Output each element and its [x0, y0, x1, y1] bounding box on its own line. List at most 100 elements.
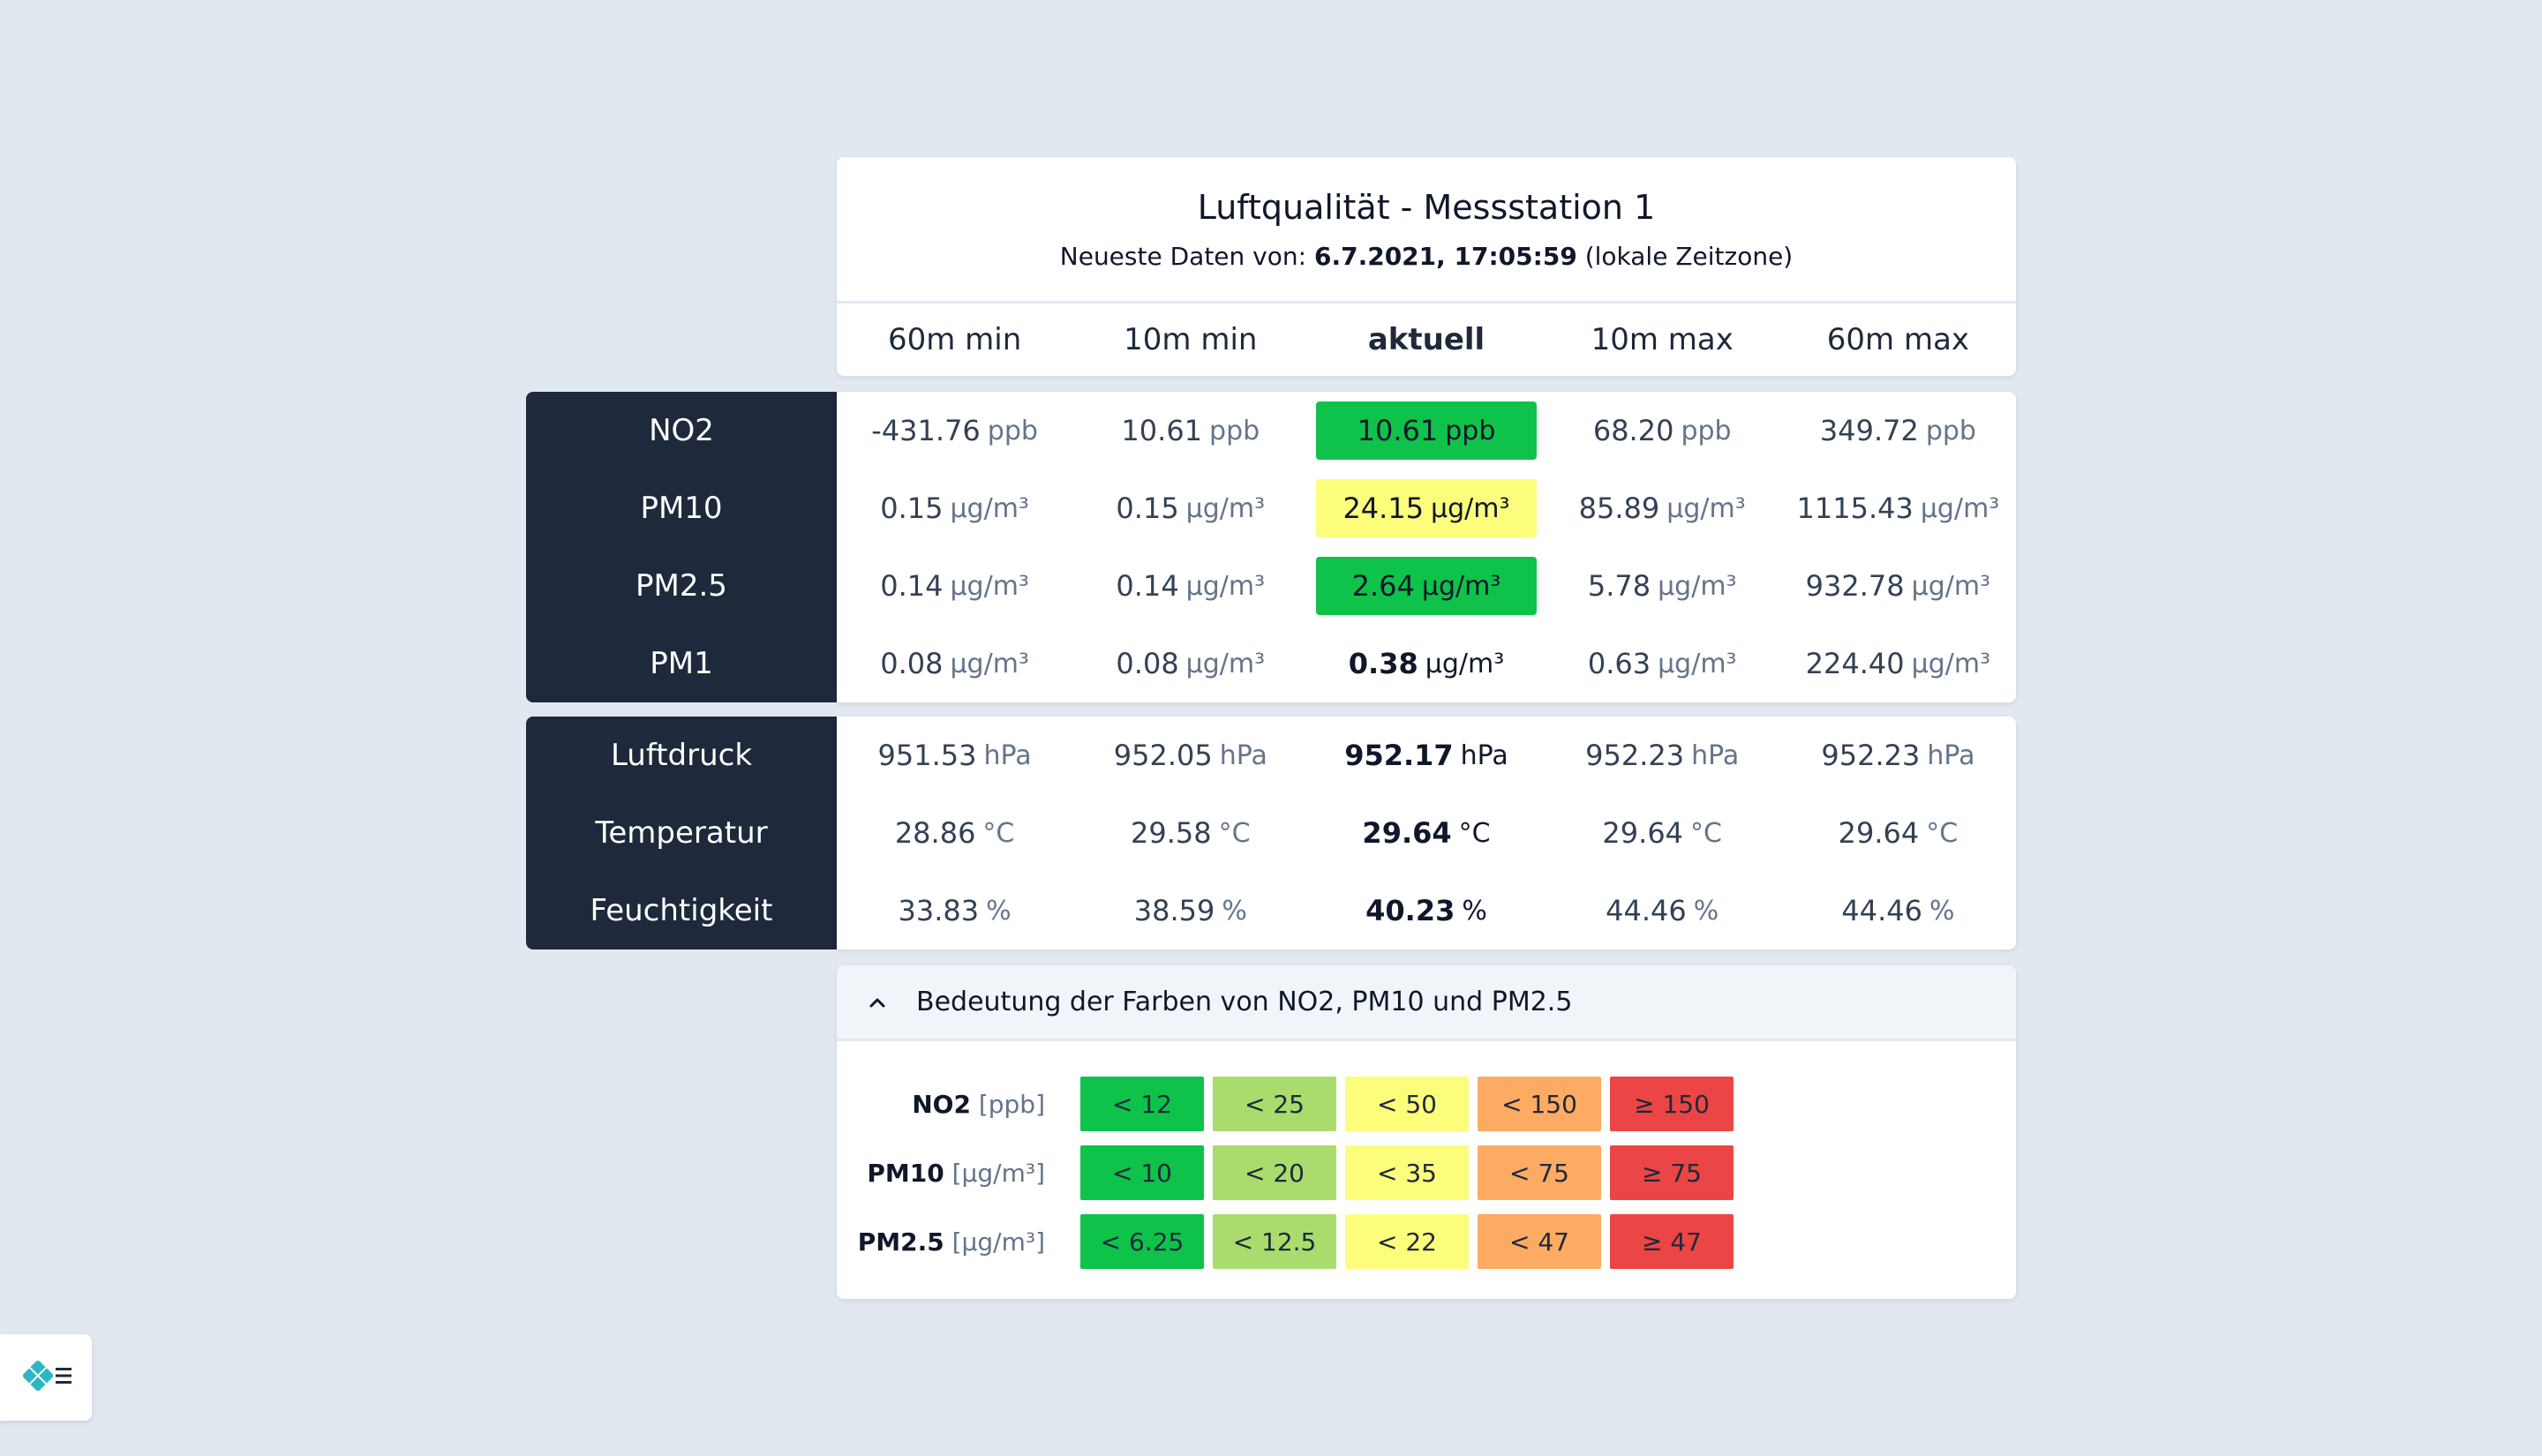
value-number: 1115.43	[1796, 492, 1914, 525]
legend-threshold-chip: < 22	[1345, 1214, 1469, 1269]
legend-threshold-chip: < 150	[1478, 1077, 1601, 1131]
value-unit: µg/m³	[1185, 570, 1266, 602]
legend-toggle-button[interactable]: Bedeutung der Farben von NO2, PM10 und P…	[837, 965, 2016, 1041]
value-number: 0.38	[1348, 647, 1418, 680]
value-cell: 951.53 hPa	[837, 717, 1072, 794]
legend-row: PM2.5 [µg/m³] < 6.25 < 12.5 < 22 < 47 ≥ 47	[837, 1207, 2016, 1276]
air-quality-labels: NO2 PM10 PM2.5 PM1	[526, 392, 837, 702]
value-unit: hPa	[983, 739, 1032, 771]
value-unit: %	[1462, 895, 1487, 927]
value-row: 0.15 µg/m³ 0.15 µg/m³ 24.15 µg/m³ 85.89 µg/m³ 11…	[837, 469, 2016, 547]
value-unit: ppb	[1681, 415, 1732, 447]
value-unit: °C	[1690, 817, 1722, 849]
value-cell: 0.15 µg/m³	[837, 469, 1072, 547]
color-legend-card: Bedeutung der Farben von NO2, PM10 und P…	[837, 965, 2016, 1299]
value-number: 952.23	[1821, 739, 1921, 772]
row-label-pm1: PM1	[650, 646, 713, 681]
value-unit: µg/m³	[1911, 648, 1991, 679]
value-unit: µg/m³	[1911, 570, 1991, 602]
value-number: 349.72	[1819, 414, 1919, 447]
value-cell: 29.58 °C	[1072, 794, 1308, 872]
value-cell: 29.64 °C	[1308, 794, 1544, 872]
value-cell: 40.23%	[1308, 872, 1544, 949]
menu-button[interactable]	[0, 1334, 92, 1421]
value-number: 40.23	[1365, 894, 1455, 927]
value-number: 10.61	[1357, 414, 1439, 447]
value-unit: hPa	[1460, 739, 1508, 771]
legend-pollutant-unit: [ppb]	[978, 1089, 1045, 1119]
column-header-60m-max: 60m max	[1826, 322, 1970, 357]
value-unit: µg/m³	[1658, 648, 1737, 679]
value-number: 952.17	[1344, 739, 1454, 772]
legend-threshold-chip: < 25	[1213, 1077, 1336, 1131]
legend-threshold-chip: < 47	[1478, 1214, 1601, 1269]
subtitle-suffix: (lokale Zeitzone)	[1576, 242, 1794, 271]
value-number: 0.14	[880, 569, 944, 603]
column-headers: 60m min 10m min aktuell 10m max 60m max	[837, 304, 2016, 376]
value-cell: 0.15 µg/m³	[1072, 469, 1308, 547]
value-unit: %	[1929, 895, 1955, 927]
value-number: 29.64	[1602, 816, 1684, 850]
value-number: 0.14	[1116, 569, 1179, 603]
air-quality-values: -431.76 ppb 10.61 ppb 10.61 ppb 68.20 ppb 349.72…	[837, 392, 2016, 702]
value-number: 0.08	[880, 647, 944, 680]
value-cell: 33.83%	[837, 872, 1072, 949]
value-row: 951.53 hPa 952.05 hPa 952.17 hPa 952.23 hPa 952.…	[837, 717, 2016, 794]
value-number: 28.86	[894, 816, 976, 850]
value-cell: 0.14 µg/m³	[1072, 547, 1308, 625]
value-unit: ppb	[1445, 415, 1496, 447]
legend-pollutant-name: PM2.5	[857, 1227, 944, 1257]
chevron-up-icon	[863, 996, 891, 1009]
value-cell: 349.72 ppb	[1780, 392, 2016, 469]
value-unit: µg/m³	[1185, 648, 1266, 679]
value-cell: 29.64 °C	[1545, 794, 1780, 872]
legend-threshold-chip: < 6.25	[1080, 1214, 1204, 1269]
value-cell: 932.78 µg/m³	[1780, 547, 2016, 625]
legend-threshold-chip: ≥ 47	[1610, 1214, 1734, 1269]
value-unit: µg/m³	[1920, 492, 2000, 524]
legend-toggle-label: Bedeutung der Farben von NO2, PM10 und P…	[916, 987, 1573, 1017]
environment-values: 951.53 hPa 952.05 hPa 952.17 hPa 952.23 hPa 952.…	[837, 717, 2016, 949]
legend-threshold-chip: < 12	[1080, 1077, 1204, 1131]
value-cell: 0.38 µg/m³	[1308, 625, 1544, 702]
value-unit: µg/m³	[950, 492, 1029, 524]
legend-row-label: NO2 [ppb]	[837, 1090, 1080, 1119]
value-cell: 952.05 hPa	[1072, 717, 1308, 794]
value-cell: 38.59%	[1072, 872, 1308, 949]
value-unit: µg/m³	[1658, 570, 1737, 602]
row-label-humidity: Feuchtigkeit	[590, 893, 773, 928]
legend-threshold-chip: < 12.5	[1213, 1214, 1336, 1269]
value-cell: 10.61 ppb	[1072, 392, 1308, 469]
value-number: 29.64	[1838, 816, 1920, 850]
value-number: 932.78	[1805, 569, 1905, 603]
value-cell: 0.63 µg/m³	[1545, 625, 1780, 702]
value-cell: -431.76 ppb	[837, 392, 1072, 469]
row-label-temperature: Temperatur	[595, 815, 768, 851]
value-cell: 952.17 hPa	[1308, 717, 1544, 794]
value-number: -431.76	[871, 414, 981, 447]
value-number: 85.89	[1578, 492, 1660, 525]
row-label-pressure: Luftdruck	[610, 738, 753, 773]
legend-threshold-chip: < 50	[1345, 1077, 1469, 1131]
value-cell: 2.64 µg/m³	[1308, 547, 1544, 625]
value-unit: µg/m³	[1431, 492, 1510, 524]
value-row: 33.83% 38.59% 40.23% 44.46% 44.46%	[837, 872, 2016, 949]
value-number: 24.15	[1342, 492, 1425, 525]
value-number: 33.83	[898, 894, 980, 927]
column-header-60m-min: 60m min	[887, 322, 1022, 357]
value-number: 951.53	[877, 739, 977, 772]
value-unit: %	[986, 895, 1012, 927]
value-unit: µg/m³	[950, 648, 1029, 679]
value-unit: ppb	[987, 415, 1038, 447]
value-unit: µg/m³	[1185, 492, 1266, 524]
legend-row: PM10 [µg/m³] < 10 < 20 < 35 < 75 ≥ 75	[837, 1138, 2016, 1207]
value-unit: °C	[1926, 817, 1959, 849]
value-number: 952.05	[1113, 739, 1213, 772]
value-number: 0.63	[1587, 647, 1651, 680]
page-subtitle: Neueste Daten von: 6.7.2021, 17:05:59 (l…	[837, 240, 2016, 274]
value-number: 5.78	[1587, 569, 1651, 603]
value-cell: 5.78 µg/m³	[1545, 547, 1780, 625]
value-number: 0.08	[1116, 647, 1179, 680]
current-value-highlight: 24.15 µg/m³	[1316, 479, 1537, 537]
value-number: 29.64	[1362, 816, 1452, 850]
